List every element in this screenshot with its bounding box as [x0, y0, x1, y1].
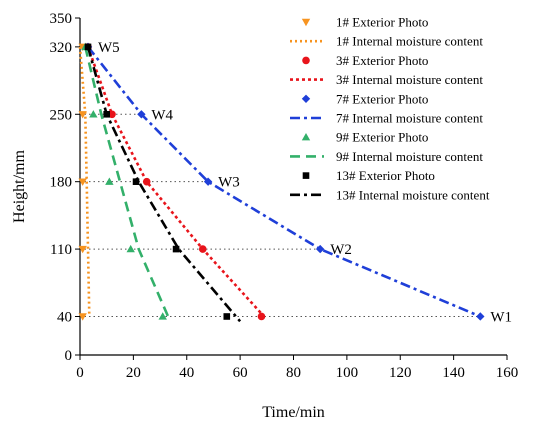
series-8: [84, 46, 170, 318]
series-4: [86, 46, 266, 318]
data-point: [223, 313, 231, 320]
series-line: [78, 46, 91, 317]
x-tick-label: 60: [233, 365, 248, 381]
series-2: [78, 46, 91, 317]
data-point: [315, 244, 325, 254]
legend-item: 13# Exterior Photo: [302, 168, 435, 183]
legend-label: 9# Exterior Photo: [336, 130, 428, 145]
data-point: [476, 312, 485, 321]
x-tick-label: 100: [336, 365, 359, 381]
x-tick-label: 80: [286, 365, 301, 381]
point-label: W2: [330, 242, 352, 258]
legend-item: 13# Internal moisture content: [290, 187, 490, 202]
legend-label: 7# Exterior Photo: [336, 91, 428, 106]
legend-item: 1# Exterior Photo: [301, 15, 428, 30]
legend-label: 1# Exterior Photo: [336, 15, 428, 30]
legend-item: 1# Internal moisture content: [290, 34, 483, 49]
legend-item: 7# Internal moisture content: [290, 111, 483, 126]
legend-label: 13# Internal moisture content: [336, 187, 490, 202]
point-label: W5: [98, 40, 120, 56]
legend-label: 7# Internal moisture content: [336, 111, 483, 126]
series-line: [86, 46, 242, 323]
legend-label: 9# Internal moisture content: [336, 149, 483, 164]
data-point: [257, 312, 266, 321]
y-axis-title: Height/mm: [11, 150, 28, 223]
y-tick-label: 180: [50, 175, 73, 191]
legend-swatch: [301, 133, 311, 141]
series-line: [86, 46, 481, 318]
legend-swatch: [302, 172, 310, 179]
data-point: [78, 178, 87, 186]
legend: 1# Exterior Photo 1# Internal moisture co…: [290, 15, 490, 202]
y-tick-label: 250: [50, 107, 73, 123]
point-label: W4: [151, 107, 173, 123]
series-line: [86, 46, 266, 318]
legend-item: 3# Internal moisture content: [290, 72, 483, 87]
series-6: [86, 46, 481, 318]
legend-item: 7# Exterior Photo: [301, 91, 428, 106]
legend-swatch: [301, 18, 311, 27]
legend-item: 9# Exterior Photo: [301, 130, 428, 145]
x-tick-label: 160: [496, 365, 519, 381]
point-label: W1: [490, 309, 512, 325]
y-tick-label: 40: [57, 309, 72, 325]
legend-label: 3# Exterior Photo: [336, 53, 428, 68]
axes: 0 20 40 60 80 100 120 140 160 0 40 110 180 250 320 350 T…: [11, 11, 518, 421]
data-point: [172, 245, 180, 253]
x-tick-label: 0: [76, 365, 84, 381]
point-label: W3: [218, 175, 240, 191]
data-point: [158, 312, 167, 320]
legend-swatch: [301, 94, 311, 103]
legend-label: 1# Internal moisture content: [336, 34, 483, 49]
legend-item: 9# Internal moisture content: [290, 149, 483, 164]
data-point: [84, 43, 92, 51]
y-tick-label: 110: [50, 242, 72, 258]
legend-item: 3# Exterior Photo: [302, 53, 428, 68]
series-line: [84, 46, 170, 318]
x-axis-title: Time/min: [262, 404, 325, 421]
data-point: [126, 244, 135, 253]
data-point: [132, 178, 140, 185]
x-tick-label: 20: [126, 365, 141, 381]
series-layer: [78, 42, 485, 323]
annotations: W5 W4 W3 W2 W1: [98, 40, 512, 326]
legend-swatch: [302, 56, 310, 65]
x-tick-label: 40: [179, 365, 194, 381]
x-tick-label: 140: [442, 365, 465, 381]
data-point: [78, 313, 87, 321]
data-point: [105, 177, 114, 185]
x-tick-label: 120: [389, 365, 412, 381]
y-tick-label: 0: [65, 348, 73, 364]
data-point: [89, 110, 98, 118]
legend-label: 13# Exterior Photo: [336, 168, 435, 183]
y-tick-label: 320: [50, 40, 73, 56]
y-tick-label: 350: [50, 11, 73, 27]
data-point: [78, 245, 87, 254]
series-10: [86, 46, 242, 323]
legend-label: 3# Internal moisture content: [336, 72, 483, 87]
